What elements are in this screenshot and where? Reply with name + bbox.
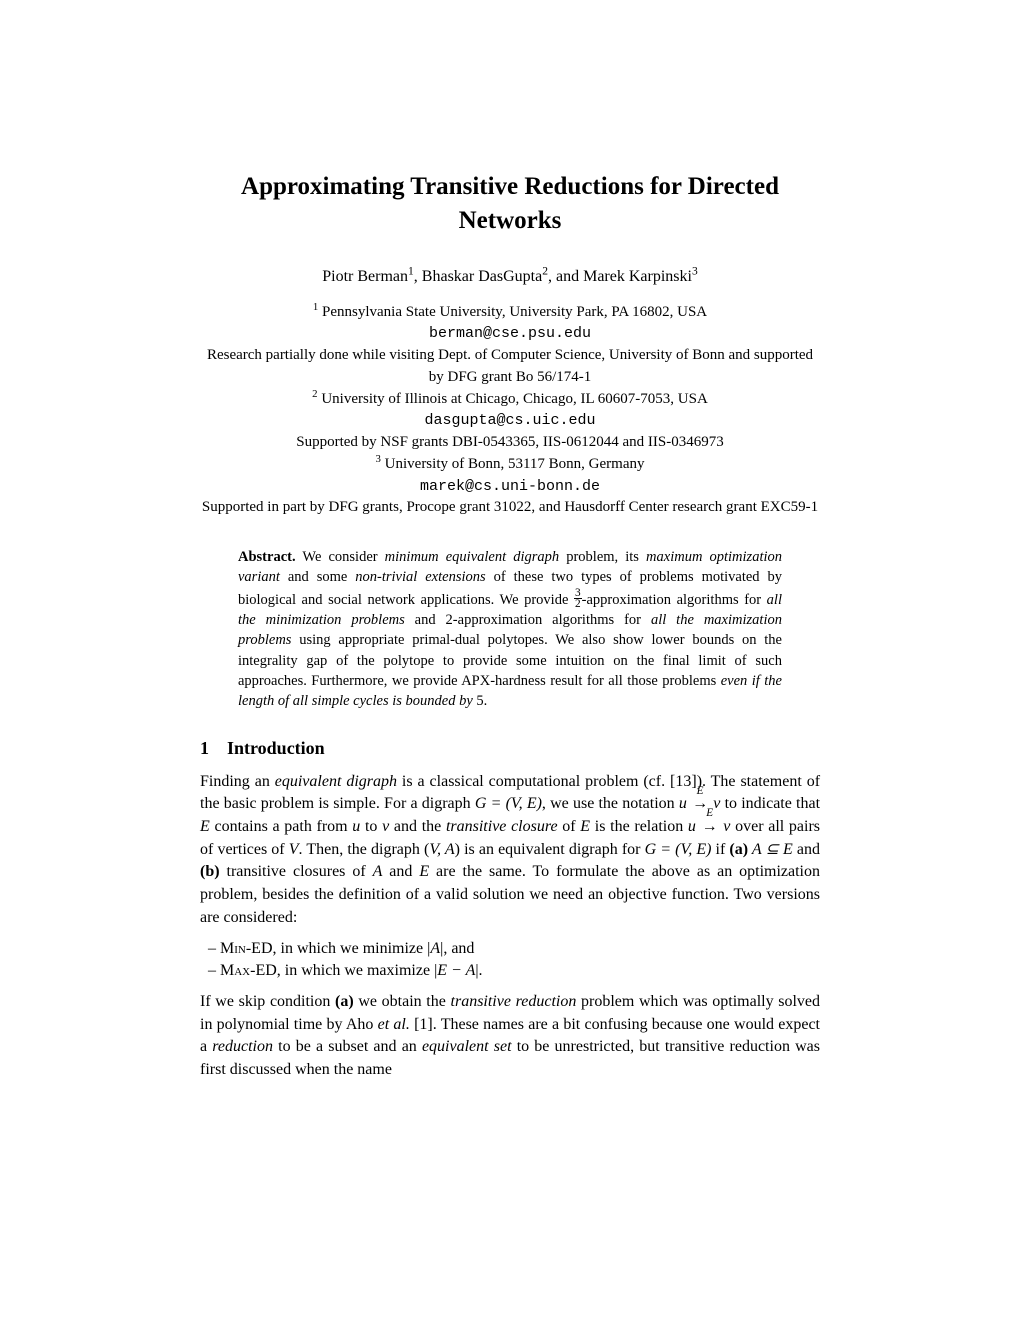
fraction-3-2: 32 — [574, 588, 582, 610]
i-u1: u — [679, 795, 687, 812]
i-VA: V, A — [429, 841, 454, 858]
i-t9: and the — [389, 818, 446, 835]
p2-tr: transitive reduction — [451, 993, 577, 1010]
section-1-title: Introduction — [227, 738, 325, 758]
p2-es: equivalent set — [422, 1038, 512, 1055]
i-V: V — [289, 841, 299, 858]
li2-max: Max — [220, 962, 250, 979]
i-AsubE: A ⊆ E — [748, 841, 793, 858]
li2-end: |. — [475, 962, 482, 979]
p2-t5: to be a subset and an — [273, 1038, 422, 1055]
arrow-E-2: E→ — [701, 816, 719, 839]
intro-paragraph-2: If we skip condition (a) we obtain the t… — [200, 991, 820, 1082]
abs-t5: and some — [280, 569, 355, 585]
abstract: Abstract. We consider minimum equivalent… — [238, 547, 782, 712]
i-t6: to indicate that — [720, 795, 820, 812]
section-1-heading: 1 Introduction — [200, 738, 820, 759]
cond-b: (b) — [200, 863, 220, 880]
p2-etal: et al. — [378, 1016, 410, 1033]
aff-1-line1: Pennsylvania State University, Universit… — [318, 304, 707, 320]
list-item-min-ed: – Min-ED, in which we minimize |A|, and — [208, 938, 820, 961]
i-E1: E — [200, 818, 210, 835]
aff-1-line2: Research partially done while visiting D… — [207, 347, 813, 385]
author-sep-2: , and — [548, 268, 583, 285]
i-tc: transitive closure — [446, 818, 558, 835]
li1-A: A — [430, 940, 440, 957]
affiliations-block: 1 Pennsylvania State University, Univers… — [200, 302, 820, 520]
li1-min: Min — [220, 940, 246, 957]
list-item-max-ed: – Max-ED, in which we maximize |E − A|. — [208, 960, 820, 983]
cond-a: (a) — [729, 841, 748, 858]
aff-3-line2: Supported in part by DFG grants, Procope… — [202, 499, 818, 515]
i-t8: to — [360, 818, 382, 835]
i-G2: G = (V, E) — [645, 841, 712, 858]
li2-dash: – — [208, 962, 220, 979]
abs-t8: -approximation algorithms for — [582, 591, 767, 607]
p2-red: reduction — [212, 1038, 273, 1055]
i-t5: , we use the notation — [542, 795, 679, 812]
i-t15: if — [711, 841, 729, 858]
abs-t12: using appropriate primal-dual polytopes.… — [238, 632, 782, 689]
p2-cond-a: (a) — [335, 993, 354, 1010]
i-t18: and — [382, 863, 419, 880]
li1-end: |, and — [440, 940, 474, 957]
abs-t1: We consider — [296, 549, 385, 565]
abstract-label: Abstract. — [238, 549, 296, 565]
aff-2-line2: Supported by NSF grants DBI-0543365, IIS… — [296, 434, 723, 450]
paper-title: Approximating Transitive Reductions for … — [200, 170, 820, 238]
i-E2: E — [580, 818, 590, 835]
i-t16: and — [793, 841, 820, 858]
li1-dash: – — [208, 940, 220, 957]
author-3: Marek Karpinski — [583, 268, 692, 285]
i-t7: contains a path from — [210, 818, 353, 835]
aff-3-email: marek@cs.uni-bonn.de — [420, 478, 600, 495]
section-1-number: 1 — [200, 738, 209, 759]
author-2: Bhaskar DasGupta — [422, 268, 542, 285]
i-u3: u — [688, 818, 696, 835]
version-list: – Min-ED, in which we minimize |A|, and … — [208, 938, 820, 983]
p2-t2: we obtain the — [354, 993, 451, 1010]
abs-t3: problem, its — [559, 549, 646, 565]
i-E3: E — [419, 863, 429, 880]
abs-t10: and 2-approximation algorithms for — [405, 612, 651, 628]
aff-2-line1: University of Illinois at Chicago, Chica… — [318, 391, 708, 407]
i-t4: G = (V, E) — [475, 795, 542, 812]
paper-page: Approximating Transitive Reductions for … — [0, 0, 1020, 1320]
i-t11: is the relation — [590, 818, 688, 835]
li2-mid: -ED, in which we maximize | — [250, 962, 437, 979]
author-line: Piotr Berman1, Bhaskar DasGupta2, and Ma… — [200, 268, 820, 286]
author-sep-1: , — [414, 268, 422, 285]
i-t2: equivalent digraph — [275, 773, 397, 790]
aff-3-line1: University of Bonn, 53117 Bonn, Germany — [381, 456, 645, 472]
li2-EA: E − A — [437, 962, 475, 979]
author-3-sup: 3 — [692, 265, 698, 277]
i-t13: . Then, the digraph ( — [299, 841, 430, 858]
aff-2-email: dasgupta@cs.uic.edu — [424, 412, 595, 429]
abs-t2: minimum equivalent digraph — [385, 549, 559, 565]
aff-1-email: berman@cse.psu.edu — [429, 325, 591, 342]
i-t1: Finding an — [200, 773, 275, 790]
frac-den: 2 — [574, 599, 582, 610]
abs-t14: 5. — [476, 693, 487, 709]
p2-t1: If we skip condition — [200, 993, 335, 1010]
arrow-E-1-label: E — [691, 784, 709, 800]
li1-mid: -ED, in which we minimize | — [246, 940, 431, 957]
arrow-E-2-label: E — [701, 806, 719, 822]
i-t10: of — [558, 818, 581, 835]
i-t17: transitive closures of — [220, 863, 373, 880]
abs-t6: non-trivial extensions — [355, 569, 485, 585]
i-t14: ) is an equivalent digraph for — [455, 841, 645, 858]
author-1: Piotr Berman — [322, 268, 408, 285]
i-A: A — [373, 863, 383, 880]
intro-paragraph-1: Finding an equivalent digraph is a class… — [200, 771, 820, 930]
